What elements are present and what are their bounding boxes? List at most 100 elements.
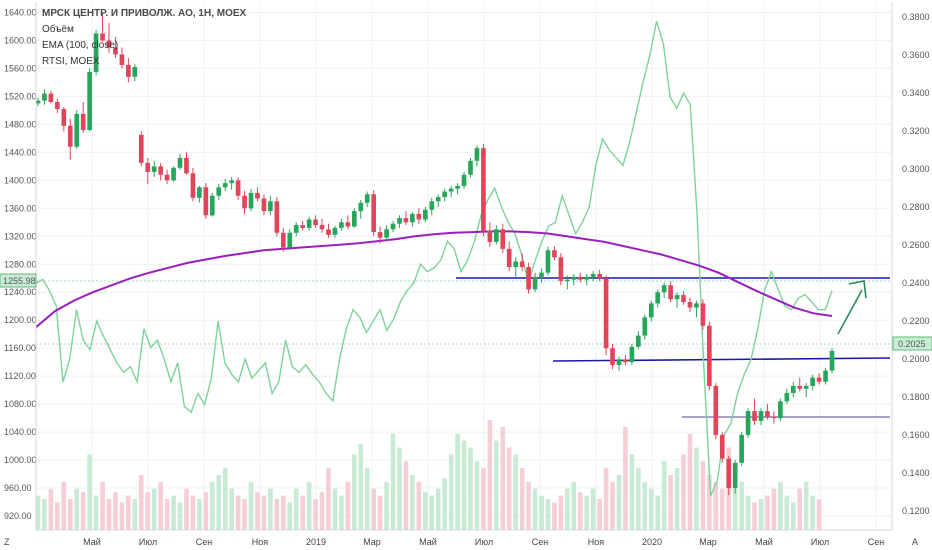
- x-tick-label: Июл: [139, 537, 157, 547]
- candle-body: [784, 392, 790, 402]
- volume-bar: [274, 499, 280, 530]
- left-tick-label: 1120.00: [4, 371, 36, 381]
- candles: [35, 12, 835, 496]
- volume-bar: [732, 468, 738, 530]
- ratio-badge: 0.2025: [898, 339, 926, 349]
- candle-body: [164, 174, 170, 181]
- candle-body: [778, 401, 783, 419]
- candle-body: [235, 180, 241, 196]
- candle-body: [171, 167, 176, 181]
- volume-bar: [668, 475, 673, 530]
- x-tick-label: 2019: [306, 537, 326, 547]
- candle-body: [726, 458, 732, 489]
- candle-body: [197, 187, 202, 198]
- x-tick-label: Июл: [475, 537, 493, 547]
- candle-body: [222, 183, 228, 188]
- volume-bar: [326, 468, 331, 530]
- candle-body: [261, 198, 267, 212]
- volume-bar: [410, 475, 415, 530]
- volume-bar: [145, 492, 151, 530]
- right-tick-label: 0.1600: [902, 430, 930, 440]
- price-badge: 1255.98: [3, 276, 36, 286]
- candle-body: [106, 40, 112, 48]
- left-tick-label: 1520.00: [4, 91, 37, 101]
- candle-body: [448, 188, 454, 192]
- volume-bar: [803, 481, 809, 530]
- volume-bar: [565, 488, 570, 530]
- volume-bar: [681, 454, 686, 530]
- candle-body: [74, 113, 80, 147]
- candle-body: [416, 213, 422, 220]
- candle-body: [648, 303, 654, 318]
- volume-bar: [687, 433, 693, 530]
- volume-bar: [674, 468, 680, 530]
- candle-body: [422, 209, 428, 220]
- volume-bar: [468, 447, 473, 530]
- candle-body: [668, 285, 673, 300]
- candle-body: [319, 225, 325, 230]
- volume-bar: [384, 481, 389, 530]
- candle-body: [435, 197, 441, 202]
- volume-bar: [235, 495, 241, 530]
- volume-bar: [577, 492, 583, 530]
- volume-bar: [261, 495, 267, 530]
- volume-bar: [138, 475, 144, 530]
- candle-body: [655, 292, 661, 304]
- candle-body: [293, 225, 299, 233]
- volume-bar: [184, 488, 189, 530]
- volume-bar: [255, 492, 260, 530]
- left-tick-label: 1080.00: [4, 399, 37, 409]
- volume-bar: [519, 468, 525, 530]
- left-tick-label: 1320.00: [4, 231, 37, 241]
- candle-body: [771, 416, 777, 419]
- volume-bar: [648, 488, 654, 530]
- volume-bar: [197, 499, 202, 530]
- candle-body: [55, 102, 60, 109]
- candle-body: [719, 434, 725, 459]
- volume-bar: [377, 495, 383, 530]
- candle-body: [526, 267, 531, 290]
- left-tick-label: 1160.00: [4, 343, 36, 353]
- legend-title: МРСК ЦЕНТР. И ПРИВОЛЖ. АО, 1Н, MOEX: [42, 8, 247, 19]
- volume-bar: [87, 454, 92, 530]
- volume-bar: [816, 499, 822, 530]
- volume-bar: [397, 447, 402, 530]
- candle-body: [584, 276, 590, 280]
- candle-body: [390, 223, 396, 230]
- left-tick-label: 1280.00: [4, 259, 37, 269]
- volume-bar: [416, 481, 422, 530]
- legend: МРСК ЦЕНТР. И ПРИВОЛЖ. АО, 1Н, MOEX Объё…: [42, 6, 246, 70]
- candle-body: [797, 385, 803, 389]
- candle-body: [274, 201, 280, 233]
- candle-body: [345, 222, 351, 227]
- volume-bar: [810, 495, 815, 530]
- volume-bar: [390, 433, 396, 530]
- volume-bar: [74, 488, 80, 530]
- right-tick-label: 0.3600: [902, 50, 930, 60]
- volume-bar: [229, 488, 234, 530]
- candle-body: [597, 274, 602, 279]
- volume-bar: [67, 499, 73, 530]
- volume-bar: [752, 502, 757, 530]
- candle-body: [326, 229, 331, 235]
- candle-body: [61, 108, 67, 126]
- volume-bar: [487, 420, 493, 530]
- volume-bar: [584, 495, 590, 530]
- volume-bar: [661, 461, 667, 530]
- volume-bar: [242, 499, 247, 530]
- candle-body: [397, 218, 402, 224]
- ratio-badge-bg: [892, 336, 932, 351]
- candle-body: [268, 201, 273, 212]
- right-tick-label: 0.2200: [902, 316, 930, 326]
- volume-bar: [306, 481, 312, 530]
- candle-body: [87, 71, 92, 130]
- candle-body: [119, 54, 125, 65]
- volume-bar: [636, 468, 641, 530]
- volume-bar: [455, 433, 460, 530]
- volume-bar: [268, 488, 273, 530]
- volume-bar: [610, 481, 615, 530]
- candle-body: [455, 185, 460, 189]
- volume-bar: [48, 488, 54, 530]
